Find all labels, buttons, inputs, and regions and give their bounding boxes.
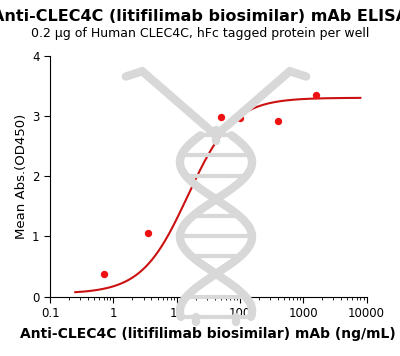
X-axis label: Anti-CLEC4C (litifilimab biosimilar) mAb (ng/mL): Anti-CLEC4C (litifilimab biosimilar) mAb… [20,327,396,341]
Text: Anti-CLEC4C (litifilimab biosimilar) mAb ELISA: Anti-CLEC4C (litifilimab biosimilar) mAb… [0,9,400,24]
Point [237,115,243,121]
Point [100,271,107,277]
Point [275,118,281,124]
Y-axis label: Mean Abs.(OD450): Mean Abs.(OD450) [15,114,28,239]
Point [313,92,319,98]
Point [178,150,185,156]
Point [144,231,151,236]
Text: 0.2 μg of Human CLEC4C, hFc tagged protein per well: 0.2 μg of Human CLEC4C, hFc tagged prote… [31,27,369,40]
Point [218,114,224,120]
